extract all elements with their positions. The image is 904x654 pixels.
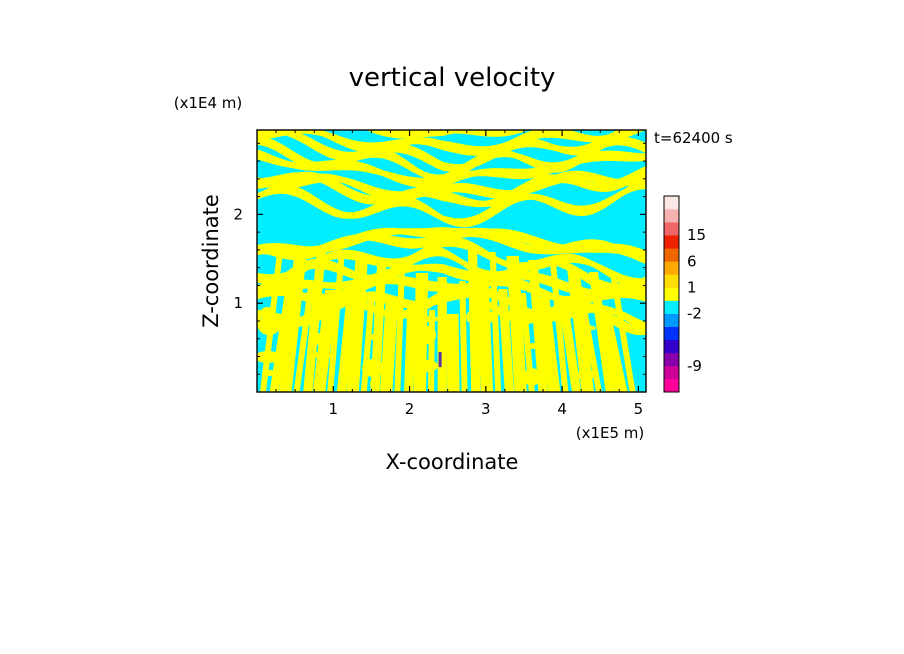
- positive-streak: [404, 306, 417, 392]
- x-tick-label: 1: [329, 400, 339, 418]
- x-tick-label: 3: [481, 400, 491, 418]
- positive-band: [257, 149, 646, 189]
- updraft-feature: [438, 352, 442, 368]
- positive-blob: [308, 352, 336, 358]
- positive-blob: [370, 378, 380, 390]
- colorbar-band: [664, 378, 679, 393]
- colorbar-labels: 15 6 1 -2 -9: [687, 226, 706, 375]
- positive-streak: [380, 302, 398, 392]
- colorbar-label: -9: [687, 357, 702, 375]
- positive-blob: [362, 359, 384, 377]
- y-multiplier-label: (x1E4 m): [174, 94, 243, 112]
- positive-blob: [316, 377, 326, 392]
- x-tick-label: 2: [405, 400, 415, 418]
- positive-blob: [412, 316, 440, 322]
- positive-streak: [498, 289, 514, 392]
- velocity-bands: [257, 130, 646, 392]
- positive-streak: [293, 286, 315, 392]
- positive-blob: [578, 369, 594, 381]
- colorbar-band: [664, 313, 679, 327]
- colorbar-band: [664, 209, 679, 223]
- y-axis-label: Z-coordinate: [199, 194, 223, 328]
- positive-streak: [536, 297, 561, 392]
- positive-blob: [258, 317, 280, 335]
- positive-blob: [520, 309, 548, 321]
- colorbar-band: [664, 261, 679, 275]
- positive-streak: [550, 264, 569, 392]
- positive-streak: [437, 277, 447, 392]
- positive-streak: [336, 294, 357, 392]
- positive-streak: [588, 272, 615, 392]
- positive-streak: [394, 269, 405, 392]
- positive-blob: [366, 334, 382, 340]
- positive-blob: [470, 361, 492, 367]
- positive-streak: [528, 260, 548, 392]
- colorbar-band: [664, 248, 679, 262]
- positive-streak: [597, 309, 628, 392]
- positive-streak: [327, 257, 345, 392]
- positive-streak: [279, 249, 308, 392]
- colorbar-band: [664, 222, 679, 236]
- positive-streak: [610, 276, 636, 392]
- positive-streak: [303, 253, 326, 392]
- positive-blob: [474, 342, 484, 354]
- x-axis-ticks: 1 2 3 4 5: [275, 130, 644, 418]
- positive-streak: [558, 301, 582, 392]
- x-multiplier-label: (x1E5 m): [576, 424, 645, 442]
- colorbar-band: [664, 287, 679, 301]
- positive-band: [257, 130, 646, 156]
- colorbar: [663, 195, 680, 393]
- colorbar-band: [664, 235, 679, 249]
- positive-blob: [416, 360, 438, 372]
- positive-blob: [574, 325, 596, 331]
- positive-streak: [428, 310, 436, 392]
- positive-blob: [262, 307, 272, 313]
- positive-band: [257, 227, 646, 265]
- positive-band: [257, 165, 646, 208]
- y-tick-label: 2: [233, 205, 243, 223]
- positive-streak: [346, 261, 368, 392]
- y-axis-ticks: 12: [233, 142, 646, 375]
- y-tick-label: 1: [233, 294, 243, 312]
- contour-plot-area: [257, 130, 646, 392]
- plot-frame: [256, 129, 647, 393]
- colorbar-band: [664, 196, 679, 210]
- positive-band: [257, 180, 646, 228]
- positive-streak: [506, 256, 527, 392]
- positive-blob: [262, 370, 278, 376]
- positive-streak: [489, 252, 502, 392]
- colorbar-band: [664, 274, 679, 288]
- time-label: t=62400 s: [654, 129, 733, 147]
- positive-blob: [528, 343, 538, 349]
- positive-blob: [420, 326, 436, 344]
- x-tick-label: 5: [634, 400, 644, 418]
- positive-streak: [446, 314, 460, 392]
- positive-blob: [257, 351, 282, 363]
- positive-blob: [466, 308, 494, 326]
- x-axis-label: X-coordinate: [386, 450, 519, 474]
- colorbar-band: [664, 365, 679, 380]
- positive-blob: [524, 368, 540, 386]
- colorbar-band: [664, 300, 679, 314]
- colorbar-label: 15: [687, 226, 706, 244]
- colorbar-band: [664, 352, 679, 367]
- x-tick-label: 4: [557, 400, 567, 418]
- positive-band: [257, 130, 640, 172]
- positive-blob: [582, 335, 592, 353]
- colorbar-label: 6: [687, 252, 697, 270]
- colorbar-band: [664, 326, 679, 341]
- colorbar-label: 1: [687, 279, 697, 297]
- colorbar-band: [664, 339, 679, 354]
- positive-blob: [312, 333, 328, 345]
- positive-streak: [459, 281, 468, 392]
- positive-band: [365, 130, 529, 139]
- colorbar-label: -2: [687, 305, 702, 323]
- colorbar-frame: [663, 195, 680, 393]
- chart-title: vertical velocity: [349, 63, 556, 93]
